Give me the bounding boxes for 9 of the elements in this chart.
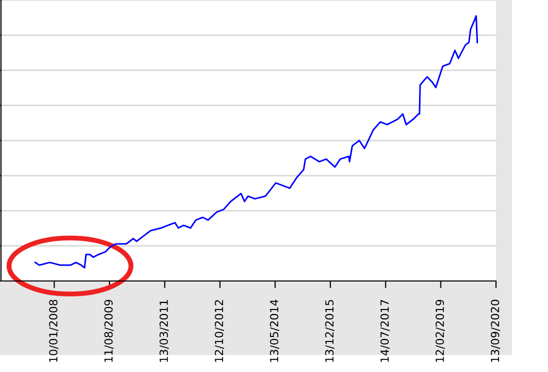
x-tick-label: 14/07/2017 bbox=[380, 300, 390, 362]
x-tick-label: 10/01/2008 bbox=[49, 300, 58, 362]
x-tick-label: 13/05/2014 bbox=[270, 300, 280, 362]
x-tick-label: 11/08/2009 bbox=[104, 300, 114, 362]
x-tick-label: 13/09/2020 bbox=[490, 300, 500, 362]
x-tick-label: 12/10/2012 bbox=[214, 300, 224, 362]
x-tick-label: 12/02/2019 bbox=[436, 300, 445, 362]
x-tick-label: 13/12/2015 bbox=[325, 300, 334, 362]
x-tick-label: 13/03/2011 bbox=[160, 300, 169, 362]
